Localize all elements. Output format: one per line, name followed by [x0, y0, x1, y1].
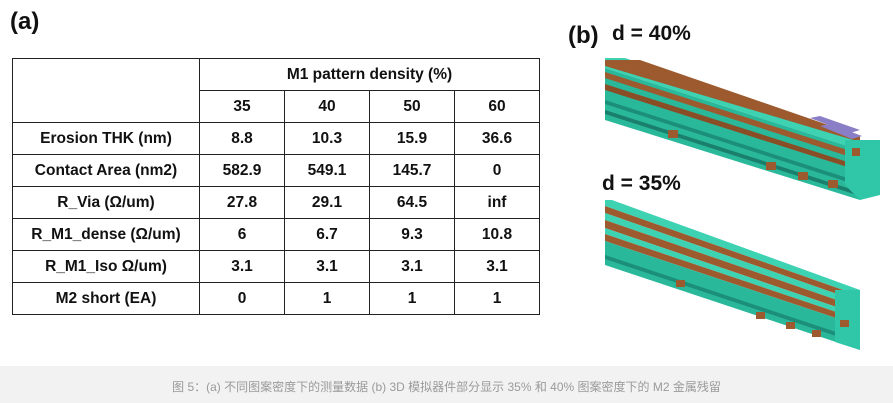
- residue-patch: [820, 124, 862, 139]
- copper-line: [605, 206, 860, 302]
- table-cell: 3.1: [454, 250, 540, 283]
- table-row: M2 short (EA) 0 1 1 1: [12, 282, 540, 315]
- table-cell: 1: [369, 282, 455, 315]
- render-layer: [605, 255, 860, 344]
- density-40-label: d = 40%: [612, 22, 691, 45]
- via-block: [828, 180, 838, 188]
- table-row: Contact Area (nm2) 582.9 549.1 145.7 0: [12, 154, 540, 187]
- row-label: M2 short (EA): [12, 282, 200, 315]
- render-layer: [605, 213, 860, 308]
- table-cell: 145.7: [369, 154, 455, 187]
- table-row: Erosion THK (nm) 8.8 10.3 15.9 36.6: [12, 122, 540, 155]
- table-row: R_Via (Ω/um) 27.8 29.1 64.5 inf: [12, 186, 540, 219]
- table-cell: 10.3: [284, 122, 370, 155]
- table-cell: 3.1: [369, 250, 455, 283]
- render-d35: [605, 200, 860, 350]
- table-cell: 0: [199, 282, 285, 315]
- via-block: [676, 280, 685, 287]
- copper-line: [605, 60, 860, 142]
- measurement-table: M1 pattern density (%) 35 40 50 60 Erosi…: [12, 58, 540, 315]
- via-block: [840, 320, 849, 327]
- via-block: [852, 148, 860, 156]
- table-corner-cell: [12, 58, 200, 123]
- table-cell: 1: [454, 282, 540, 315]
- row-label: R_M1_Iso Ω/um): [12, 250, 200, 283]
- group-header-cell: M1 pattern density (%): [199, 58, 540, 91]
- render-layer: [605, 100, 860, 186]
- panel-a-label: (a): [10, 8, 40, 35]
- via-block: [766, 162, 776, 170]
- density-35-label: d = 35%: [602, 172, 681, 195]
- table-cell: inf: [454, 186, 540, 219]
- table-cell: 64.5: [369, 186, 455, 219]
- table-header-row: M1 pattern density (%): [12, 58, 540, 123]
- render-front-face: [605, 68, 860, 200]
- row-label: R_Via (Ω/um): [12, 186, 200, 219]
- via-block: [756, 312, 765, 319]
- copper-line: [605, 234, 860, 326]
- via-block: [668, 130, 678, 138]
- caption-bar: [0, 366, 893, 403]
- copper-line: [605, 84, 860, 171]
- copper-line: [605, 220, 860, 315]
- table-cell: 10.8: [454, 218, 540, 251]
- density-row: 35 40 50 60: [13, 90, 540, 123]
- table-cell: 36.6: [454, 122, 540, 155]
- residue-patch: [810, 116, 860, 133]
- table-cell: 582.9: [199, 154, 285, 187]
- table-cell: 3.1: [284, 250, 370, 283]
- copper-line: [605, 72, 860, 160]
- panel-b-label: (b): [568, 22, 599, 49]
- via-block: [812, 330, 821, 337]
- table-cell: 549.1: [284, 154, 370, 187]
- table-cell: 6.7: [284, 218, 370, 251]
- render-top-face: [605, 200, 860, 296]
- render-layer: [605, 228, 860, 320]
- table-cell: 8.8: [199, 122, 285, 155]
- render-d40: [605, 58, 880, 200]
- figure-caption: 图 5：(a) 不同图案密度下的测量数据 (b) 3D 模拟器件部分显示 35%…: [172, 380, 721, 394]
- via-block: [798, 172, 808, 180]
- via-block: [786, 322, 795, 329]
